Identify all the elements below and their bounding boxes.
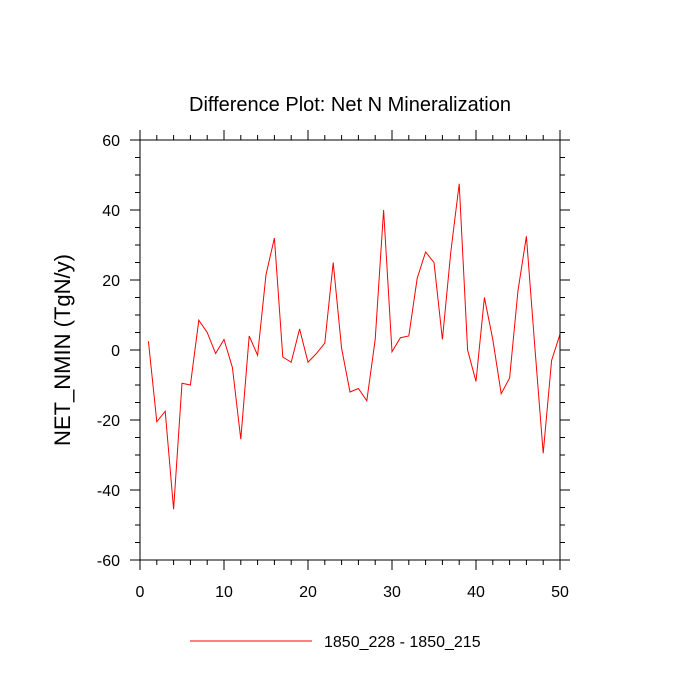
x-tick-label: 40	[467, 584, 485, 601]
x-tick-label: 50	[551, 584, 569, 601]
major-ticks	[130, 130, 570, 570]
y-axis-label: NET_NMIN (TgN/y)	[50, 254, 75, 446]
tick-labels: 0 10 20 30 40 50 -60 -40 -20 0 20 40 60	[97, 133, 569, 601]
y-tick-label: 40	[102, 203, 120, 220]
y-tick-label: -60	[97, 553, 120, 570]
y-tick-label: 60	[102, 133, 120, 150]
series-line	[147, 183, 561, 510]
minor-ticks	[135, 135, 565, 565]
legend-label: 1850_228 - 1850_215	[324, 634, 481, 651]
chart-title: Difference Plot: Net N Mineralization	[189, 94, 511, 116]
y-tick-label: 20	[102, 273, 120, 290]
x-tick-label: 0	[136, 584, 145, 601]
y-tick-label: -40	[97, 483, 120, 500]
plot-frame	[139, 139, 561, 561]
y-tick-label: -20	[97, 413, 120, 430]
series-group	[147, 183, 561, 510]
x-tick-label: 20	[299, 584, 317, 601]
x-tick-label: 10	[215, 584, 233, 601]
legend: 1850_228 - 1850_215	[190, 634, 481, 651]
x-tick-label: 30	[383, 584, 401, 601]
y-tick-label: 0	[111, 343, 120, 360]
